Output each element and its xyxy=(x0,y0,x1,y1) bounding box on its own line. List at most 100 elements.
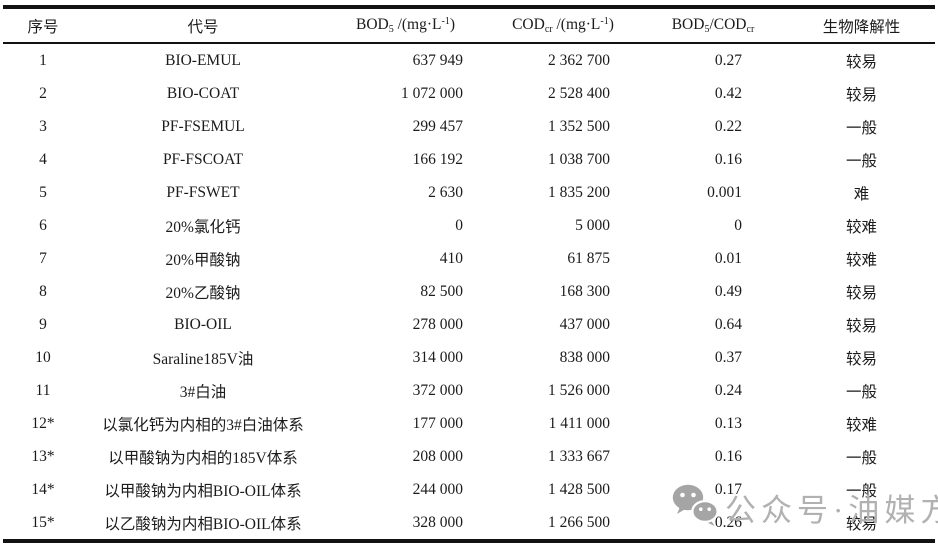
header-bod-unit-end: ) xyxy=(449,16,456,33)
cell-serial-number: 7 xyxy=(39,249,47,267)
cell-biodegradability: 较易 xyxy=(845,284,877,302)
cell-cod-value: 838 000 xyxy=(559,348,610,366)
header-ratio-mid: /COD xyxy=(709,16,747,33)
cell-code: PF-FSEMUL xyxy=(161,117,245,135)
biodegradability-table: 序号 代号 BOD5 /(mg·L-1) CODcr /(mg·L-1) BOD… xyxy=(3,5,935,543)
cell-bod5-value: 82 500 xyxy=(420,282,463,300)
cell-bod5-value: 410 xyxy=(439,249,463,267)
header-bod-unit: /(mg·L xyxy=(393,16,442,33)
cell-serial-number: 14* xyxy=(31,480,55,498)
header-cod-unit-end: ) xyxy=(608,16,614,33)
table-row: 14* 以甲酸钠为内相BIO-OIL体系 244 000 1 428 500 0… xyxy=(3,473,935,506)
cell-bod5-value: 166 192 xyxy=(412,150,463,168)
cell-cod-value: 1 526 000 xyxy=(548,381,610,399)
table-row: 1 BIO-EMUL 637 949 2 362 700 0.27 较易 xyxy=(3,43,935,77)
cell-code: 20%乙酸钠 xyxy=(165,284,241,302)
cell-bod-cod-ratio: 0.26 xyxy=(714,513,742,531)
cell-biodegradability: 一般 xyxy=(845,449,877,467)
cell-cod-value: 1 333 667 xyxy=(548,447,610,465)
cell-cod-value: 1 428 500 xyxy=(548,480,610,498)
header-bod-base: BOD xyxy=(355,16,389,33)
cell-cod-value: 1 266 500 xyxy=(548,513,610,531)
col-header-cod: CODcr /(mg·L-1) xyxy=(488,7,638,44)
cell-code: BIO-EMUL xyxy=(165,51,241,69)
cell-bod-cod-ratio: 0.42 xyxy=(714,84,742,102)
cell-bod-cod-ratio: 0.16 xyxy=(714,150,742,168)
table-row: 10 Saraline185V油 314 000 838 000 0.37 较易 xyxy=(3,341,935,374)
header-ratio-sub1: 5 xyxy=(704,24,710,35)
cell-biodegradability: 一般 xyxy=(845,152,877,170)
cell-serial-number: 3 xyxy=(39,117,47,135)
header-bod-sup: -1 xyxy=(441,16,450,27)
cell-serial-number: 15* xyxy=(31,513,55,531)
cell-bod5-value: 278 000 xyxy=(412,315,463,333)
cell-biodegradability: 一般 xyxy=(845,119,877,137)
cell-code: 以乙酸钠为内相BIO-OIL体系 xyxy=(104,515,302,533)
cell-bod-cod-ratio: 0 xyxy=(734,216,742,234)
cell-cod-value: 168 300 xyxy=(559,282,610,300)
cell-code: Saraline185V油 xyxy=(152,350,254,368)
cell-code: 3#白油 xyxy=(179,383,227,401)
cell-bod-cod-ratio: 0.001 xyxy=(707,183,742,201)
table-row: 13* 以甲酸钠为内相的185V体系 208 000 1 333 667 0.1… xyxy=(3,440,935,473)
cell-code: 20%甲酸钠 xyxy=(165,251,241,269)
cell-bod5-value: 2 630 xyxy=(428,183,463,201)
header-cod-sub: cr xyxy=(544,24,553,35)
table-row: 2 BIO-COAT 1 072 000 2 528 400 0.42 较易 xyxy=(3,77,935,110)
cell-bod5-value: 328 000 xyxy=(412,513,463,531)
cell-bod5-value: 372 000 xyxy=(412,381,463,399)
cell-serial-number: 12* xyxy=(31,414,55,432)
table-row: 12* 以氯化钙为内相的3#白油体系 177 000 1 411 000 0.1… xyxy=(3,407,935,440)
cell-bod5-value: 314 000 xyxy=(412,348,463,366)
cell-bod5-value: 177 000 xyxy=(412,414,463,432)
cell-biodegradability: 较难 xyxy=(845,251,877,269)
cell-biodegradability: 一般 xyxy=(845,482,877,500)
table-row: 4 PF-FSCOAT 166 192 1 038 700 0.16 一般 xyxy=(3,143,935,176)
cell-cod-value: 1 411 000 xyxy=(548,414,610,432)
cell-bod-cod-ratio: 0.01 xyxy=(714,249,742,267)
cell-cod-value: 1 038 700 xyxy=(548,150,610,168)
cell-bod5-value: 1 072 000 xyxy=(401,84,463,102)
col-header-bod5: BOD5 /(mg·L-1) xyxy=(323,7,488,44)
cell-biodegradability: 较易 xyxy=(845,317,877,335)
cell-bod-cod-ratio: 0.49 xyxy=(714,282,742,300)
cell-bod5-value: 299 457 xyxy=(412,117,463,135)
header-bio-label: 生物降解性 xyxy=(822,18,901,36)
cell-bod-cod-ratio: 0.24 xyxy=(714,381,742,399)
cell-serial-number: 11 xyxy=(35,381,51,399)
cell-cod-value: 61 875 xyxy=(567,249,610,267)
cell-code: 以甲酸钠为内相BIO-OIL体系 xyxy=(104,482,302,500)
cell-serial-number: 6 xyxy=(39,216,47,234)
cell-bod-cod-ratio: 0.16 xyxy=(714,447,742,465)
table-row: 7 20%甲酸钠 410 61 875 0.01 较难 xyxy=(3,242,935,275)
cell-code: PF-FSCOAT xyxy=(162,150,244,168)
col-header-no: 序号 xyxy=(3,7,83,44)
header-cod-unit: /(mg·L xyxy=(552,16,601,33)
cell-bod-cod-ratio: 0.27 xyxy=(714,51,742,69)
cell-biodegradability: 难 xyxy=(853,185,870,203)
header-code-label: 代号 xyxy=(187,18,219,36)
cell-biodegradability: 较易 xyxy=(845,350,877,368)
header-cod-sup: -1 xyxy=(600,16,609,27)
cell-serial-number: 13* xyxy=(31,447,55,465)
col-header-bod-cod-ratio: BOD5/CODcr xyxy=(638,7,788,44)
table-body: 1 BIO-EMUL 637 949 2 362 700 0.27 较易 2 B… xyxy=(3,43,935,541)
cell-cod-value: 2 362 700 xyxy=(548,51,610,69)
cell-code: BIO-COAT xyxy=(166,84,240,102)
cell-bod-cod-ratio: 0.13 xyxy=(714,414,742,432)
cell-cod-value: 1 835 200 xyxy=(548,183,610,201)
cell-code: 20%氯化钙 xyxy=(165,218,241,236)
cell-code: 以氯化钙为内相的3#白油体系 xyxy=(102,416,304,434)
cell-bod-cod-ratio: 0.37 xyxy=(714,348,742,366)
col-header-biodegradability: 生物降解性 xyxy=(788,7,935,44)
table-row: 11 3#白油 372 000 1 526 000 0.24 一般 xyxy=(3,374,935,407)
table-row: 5 PF-FSWET 2 630 1 835 200 0.001 难 xyxy=(3,176,935,209)
cell-serial-number: 9 xyxy=(39,315,47,333)
table-row: 15* 以乙酸钠为内相BIO-OIL体系 328 000 1 266 500 0… xyxy=(3,506,935,541)
cell-serial-number: 1 xyxy=(39,51,47,69)
cell-bod-cod-ratio: 0.22 xyxy=(714,117,742,135)
table-row: 3 PF-FSEMUL 299 457 1 352 500 0.22 一般 xyxy=(3,110,935,143)
table-row: 8 20%乙酸钠 82 500 168 300 0.49 较易 xyxy=(3,275,935,308)
cell-biodegradability: 较难 xyxy=(845,218,877,236)
